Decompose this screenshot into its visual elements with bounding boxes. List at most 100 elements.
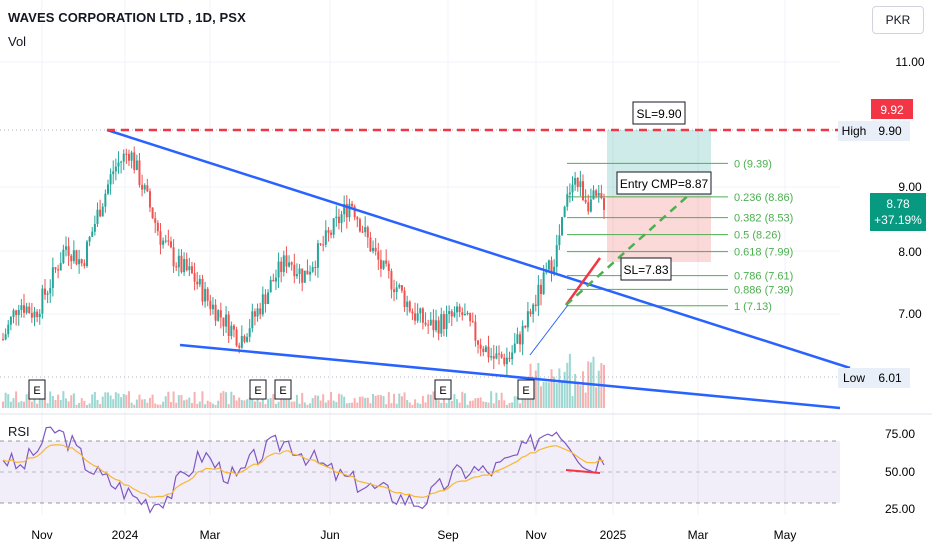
candle-body xyxy=(309,271,312,275)
volume-bar xyxy=(96,399,99,408)
lower-trendline[interactable] xyxy=(179,343,841,410)
candle-body xyxy=(282,255,285,273)
currency-button[interactable]: PKR xyxy=(872,6,924,34)
candle-body xyxy=(374,247,377,252)
rsi-title[interactable]: RSI xyxy=(8,424,30,439)
candle-body xyxy=(295,274,298,277)
volume-bar xyxy=(164,396,167,408)
candle-body xyxy=(49,287,52,294)
volume-bar xyxy=(393,393,396,408)
candle-body xyxy=(277,261,280,278)
breakout-support-line[interactable] xyxy=(564,257,602,306)
volume-bar xyxy=(41,398,44,408)
volume-bar xyxy=(9,401,12,408)
candle-body xyxy=(398,285,401,288)
candle-body xyxy=(516,334,519,344)
entry-annotation[interactable]: Entry CMP=8.87 xyxy=(616,171,712,195)
volume-bar xyxy=(49,391,52,408)
projection-dashed-line[interactable] xyxy=(565,184,701,306)
candle-body xyxy=(67,246,70,256)
rsi-divergence-line[interactable] xyxy=(565,469,601,474)
svg-text:9.00: 9.00 xyxy=(898,180,922,194)
volume-bar xyxy=(217,400,220,408)
time-axis[interactable]: Nov 2024 Mar Jun Sep Nov 2025 Mar May xyxy=(31,528,796,542)
price-grid xyxy=(0,61,840,315)
candle-body xyxy=(264,294,267,305)
candle-body xyxy=(390,271,393,290)
stop-zone[interactable] xyxy=(607,195,711,262)
fib-level-label: 0.382 (8.53) xyxy=(734,213,793,225)
volume-bar xyxy=(379,395,382,408)
candle-body xyxy=(130,152,133,161)
candle-body xyxy=(185,259,188,271)
svg-text:E: E xyxy=(254,385,261,397)
candle-body xyxy=(555,245,558,267)
svg-text:E: E xyxy=(522,385,529,397)
volume-bar xyxy=(293,401,296,408)
candle-body xyxy=(156,222,159,232)
volume-bar xyxy=(130,402,133,408)
volume-bar xyxy=(238,397,241,408)
volume-bar xyxy=(64,398,67,408)
volume-bar xyxy=(442,395,445,408)
symbol-title[interactable]: WAVES CORPORATION LTD , 1D, PSX xyxy=(8,10,246,25)
sl-target-annotation[interactable]: SL=9.90 xyxy=(632,101,686,125)
candle-body xyxy=(429,319,432,325)
volume-bar xyxy=(490,391,493,408)
volume-bar xyxy=(309,403,312,408)
sl-stop-annotation[interactable]: SL=7.83 xyxy=(620,257,672,281)
upper-trendline[interactable] xyxy=(106,128,851,370)
volume-bar xyxy=(122,394,125,408)
candle-body xyxy=(196,281,199,285)
volume-bar xyxy=(285,396,288,408)
volume-bar xyxy=(324,402,327,408)
candle-body xyxy=(450,311,453,317)
candle-body xyxy=(272,279,275,282)
earnings-markers[interactable]: E E E E E xyxy=(28,379,535,400)
volume-bar xyxy=(59,399,62,408)
volume-bar xyxy=(172,391,175,408)
volume-bar xyxy=(209,401,212,408)
candle-body xyxy=(78,259,81,265)
rally-trendline[interactable] xyxy=(529,304,569,356)
volume-bar xyxy=(374,395,377,408)
rsi-axis[interactable]: 75.00 50.00 25.00 xyxy=(885,427,915,516)
svg-text:Entry CMP=8.87: Entry CMP=8.87 xyxy=(620,177,709,191)
volume-bar xyxy=(138,394,141,408)
candle-body xyxy=(225,314,228,327)
candle-body xyxy=(2,339,4,341)
candle-body xyxy=(240,336,243,348)
volume-bar xyxy=(101,396,104,408)
svg-text:SL=7.83: SL=7.83 xyxy=(623,263,668,277)
candle-body xyxy=(337,216,340,224)
volume-bar xyxy=(576,381,579,408)
candle-body xyxy=(571,184,574,193)
candle-body xyxy=(177,255,180,268)
price-axis[interactable]: 11.00 9.00 8.00 7.00 xyxy=(895,55,924,321)
candle-body xyxy=(353,206,356,218)
volume-bar xyxy=(519,403,522,408)
volume-bar xyxy=(219,392,222,408)
candle-body xyxy=(589,199,592,212)
volume-bar xyxy=(159,404,162,408)
volume-bar xyxy=(246,399,249,408)
candle-body xyxy=(135,160,138,170)
candle-body xyxy=(568,192,571,195)
candle-body xyxy=(505,357,508,365)
svg-text:E: E xyxy=(33,385,40,397)
candle-body xyxy=(492,356,495,359)
volume-bar xyxy=(322,394,325,408)
volume-bar xyxy=(398,393,401,408)
fibonacci-retracement[interactable]: 0 (9.39) 0.236 (8.86) 0.382 (8.53) 0.5 (8.2… xyxy=(567,158,793,313)
candle-body xyxy=(274,277,277,282)
candle-body xyxy=(306,270,309,275)
candle-body xyxy=(463,314,466,316)
volume-label[interactable]: Vol xyxy=(8,34,27,49)
candle-body xyxy=(22,305,25,313)
volume-bar xyxy=(25,394,28,408)
candle-body xyxy=(59,263,62,271)
volume-bar xyxy=(269,398,272,408)
candle-body xyxy=(17,309,20,315)
high-tag: High 9.90 xyxy=(838,121,910,141)
